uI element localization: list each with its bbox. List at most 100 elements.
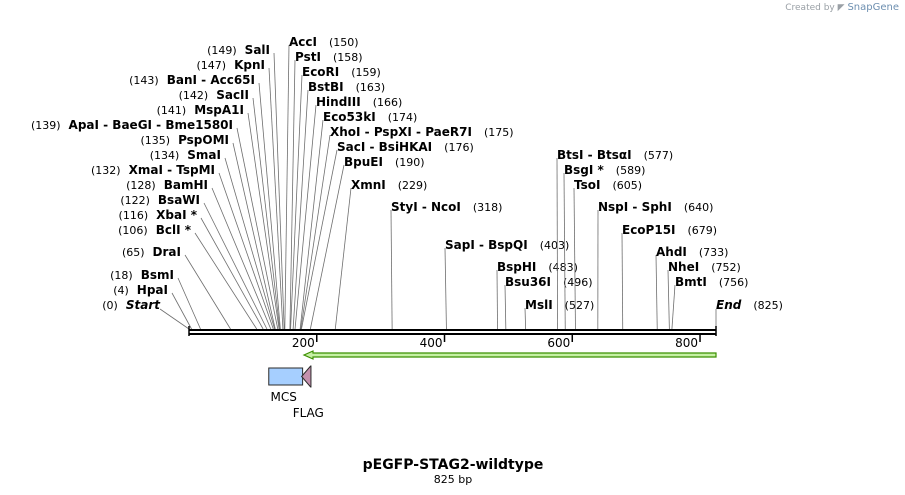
site-label-bsu36i: Bsu36I (505, 275, 551, 289)
site-line-drai (184, 254, 231, 330)
site-label-bamhi: BamHI (164, 178, 208, 192)
site-label-sapi: SapI - BspQI (445, 238, 528, 252)
site-pos-xbai: (116) (119, 209, 149, 222)
site-label-saci: SacI - BsiHKAI (337, 140, 432, 154)
site-line-btsi (556, 157, 558, 330)
site-pos-bmti: (756) (719, 276, 749, 289)
site-label-ecop15i: EcoP15I (622, 223, 676, 237)
site-label-smai: SmaI (187, 148, 221, 162)
site-pos-ahdi: (733) (699, 246, 729, 259)
site-pos-acci: (150) (329, 36, 359, 49)
credit-brand: SnapGene (847, 2, 899, 13)
site-pos-hpai: (4) (113, 284, 129, 297)
site-label-styi: StyI - NcoI (391, 200, 461, 214)
site-line-ahdi (655, 254, 658, 330)
flag-label: FLAG (293, 406, 324, 420)
tick-label-600: 600 (547, 336, 570, 350)
site-label-xmai: XmaI - TspMI (129, 163, 215, 177)
site-label-ahdi: AhdI (656, 245, 687, 259)
site-line-bani (258, 82, 281, 330)
site-pos-bstbi: (163) (356, 81, 386, 94)
site-pos-msli: (527) (565, 299, 595, 312)
site-label-xbai: XbaI * (156, 208, 198, 222)
site-line-bsu36i (504, 284, 507, 330)
site-label-ecori: EcoRI (302, 65, 339, 79)
site-label-bcli: BclI * (156, 223, 192, 237)
site-line-bsmi (177, 277, 201, 330)
site-pos-mspa1i: (141) (157, 104, 187, 117)
site-line-eco53ki (299, 119, 324, 330)
tick-label-400: 400 (420, 336, 443, 350)
site-pos-nspi: (640) (684, 201, 714, 214)
site-line-sacii (252, 97, 281, 330)
site-pos-nhei: (752) (711, 261, 741, 274)
site-label-bsgi: BsgI * (564, 163, 605, 177)
site-line-bsawi (203, 202, 268, 330)
site-line-hpai (171, 292, 192, 330)
site-label-pspomi: PspOMI (178, 133, 229, 147)
site-pos-ecori: (159) (351, 66, 381, 79)
site-line-apai (236, 127, 279, 330)
map-title: pEGFP-STAG2-wildtype (363, 457, 544, 473)
site-pos-xhoi: (175) (484, 126, 514, 139)
site-line-bsphi (496, 269, 498, 330)
site-label-psti: PstI (295, 50, 321, 64)
site-line-xmni (334, 187, 352, 330)
site-pos-eco53ki: (174) (388, 111, 418, 124)
site-line-styi (390, 209, 393, 330)
map-length: 825 bp (434, 473, 472, 486)
site-pos-bpuei: (190) (395, 156, 425, 169)
site-line-bstbi (292, 89, 309, 330)
site-line-acci (284, 44, 290, 330)
site-line-hindiii (294, 104, 317, 330)
site-pos-apai: (139) (31, 119, 61, 132)
site-line-sali (273, 52, 285, 330)
site-pos-bsu36i: (496) (563, 276, 593, 289)
site-pos-bcli: (106) (118, 224, 148, 237)
site-line-kpni (268, 67, 284, 330)
site-label-drai: DraI (153, 245, 181, 259)
site-label-bstbi: BstBI (308, 80, 344, 94)
site-pos-pspomi: (135) (140, 134, 170, 147)
site-label-eco53ki: Eco53kI (323, 110, 376, 124)
site-line-bamhi (211, 187, 272, 330)
site-label-mspa1i: MspA1I (194, 103, 244, 117)
site-line-ecop15i (621, 232, 624, 330)
site-line-sapi (444, 247, 447, 330)
site-pos-bsphi: (483) (548, 261, 578, 274)
site-pos-kpni: (147) (197, 59, 227, 72)
site-pos-bani: (143) (129, 74, 159, 87)
site-pos-bsawi: (122) (120, 194, 150, 207)
site-label-sali: SalI (245, 43, 270, 57)
site-label-end: End (716, 298, 742, 312)
site-pos-smai: (134) (150, 149, 180, 162)
site-pos-bsgi: (589) (616, 164, 646, 177)
site-pos-sapi: (403) (540, 239, 570, 252)
site-pos-hindiii: (166) (373, 96, 403, 109)
site-line-xmai (218, 172, 274, 330)
site-label-xmni: XmnI (351, 178, 386, 192)
site-label-bani: BanI - Acc65I (167, 73, 255, 87)
site-label-kpni: KpnI (234, 58, 265, 72)
site-line-mspa1i (247, 112, 280, 330)
site-label-sacii: SacII (216, 88, 249, 102)
site-line-msli (524, 307, 527, 330)
site-label-bsphi: BspHI (497, 260, 536, 274)
site-label-acci: AccI (289, 35, 317, 49)
site-label-apai: ApaI - BaeGI - Bme1580I (69, 118, 233, 132)
site-label-xhoi: XhoI - PspXI - PaeR7I (330, 125, 472, 139)
created-by-credit: Created by ◤ SnapGene (785, 2, 899, 13)
site-pos-bsmi: (18) (110, 269, 133, 282)
site-line-xhoi (300, 134, 331, 330)
site-line-pspomi (232, 142, 276, 330)
tick-label-800: 800 (675, 336, 698, 350)
site-pos-sali: (149) (207, 44, 237, 57)
site-pos-bamhi: (128) (126, 179, 156, 192)
site-line-xbai (200, 217, 264, 330)
site-line-bsgi (563, 172, 566, 330)
site-line-bpuei (309, 164, 345, 330)
site-line-nhei (667, 269, 670, 330)
orf-arrow (302, 350, 717, 360)
site-pos-start: (0) (102, 299, 118, 312)
site-label-tsoi: TsoI (574, 178, 600, 192)
